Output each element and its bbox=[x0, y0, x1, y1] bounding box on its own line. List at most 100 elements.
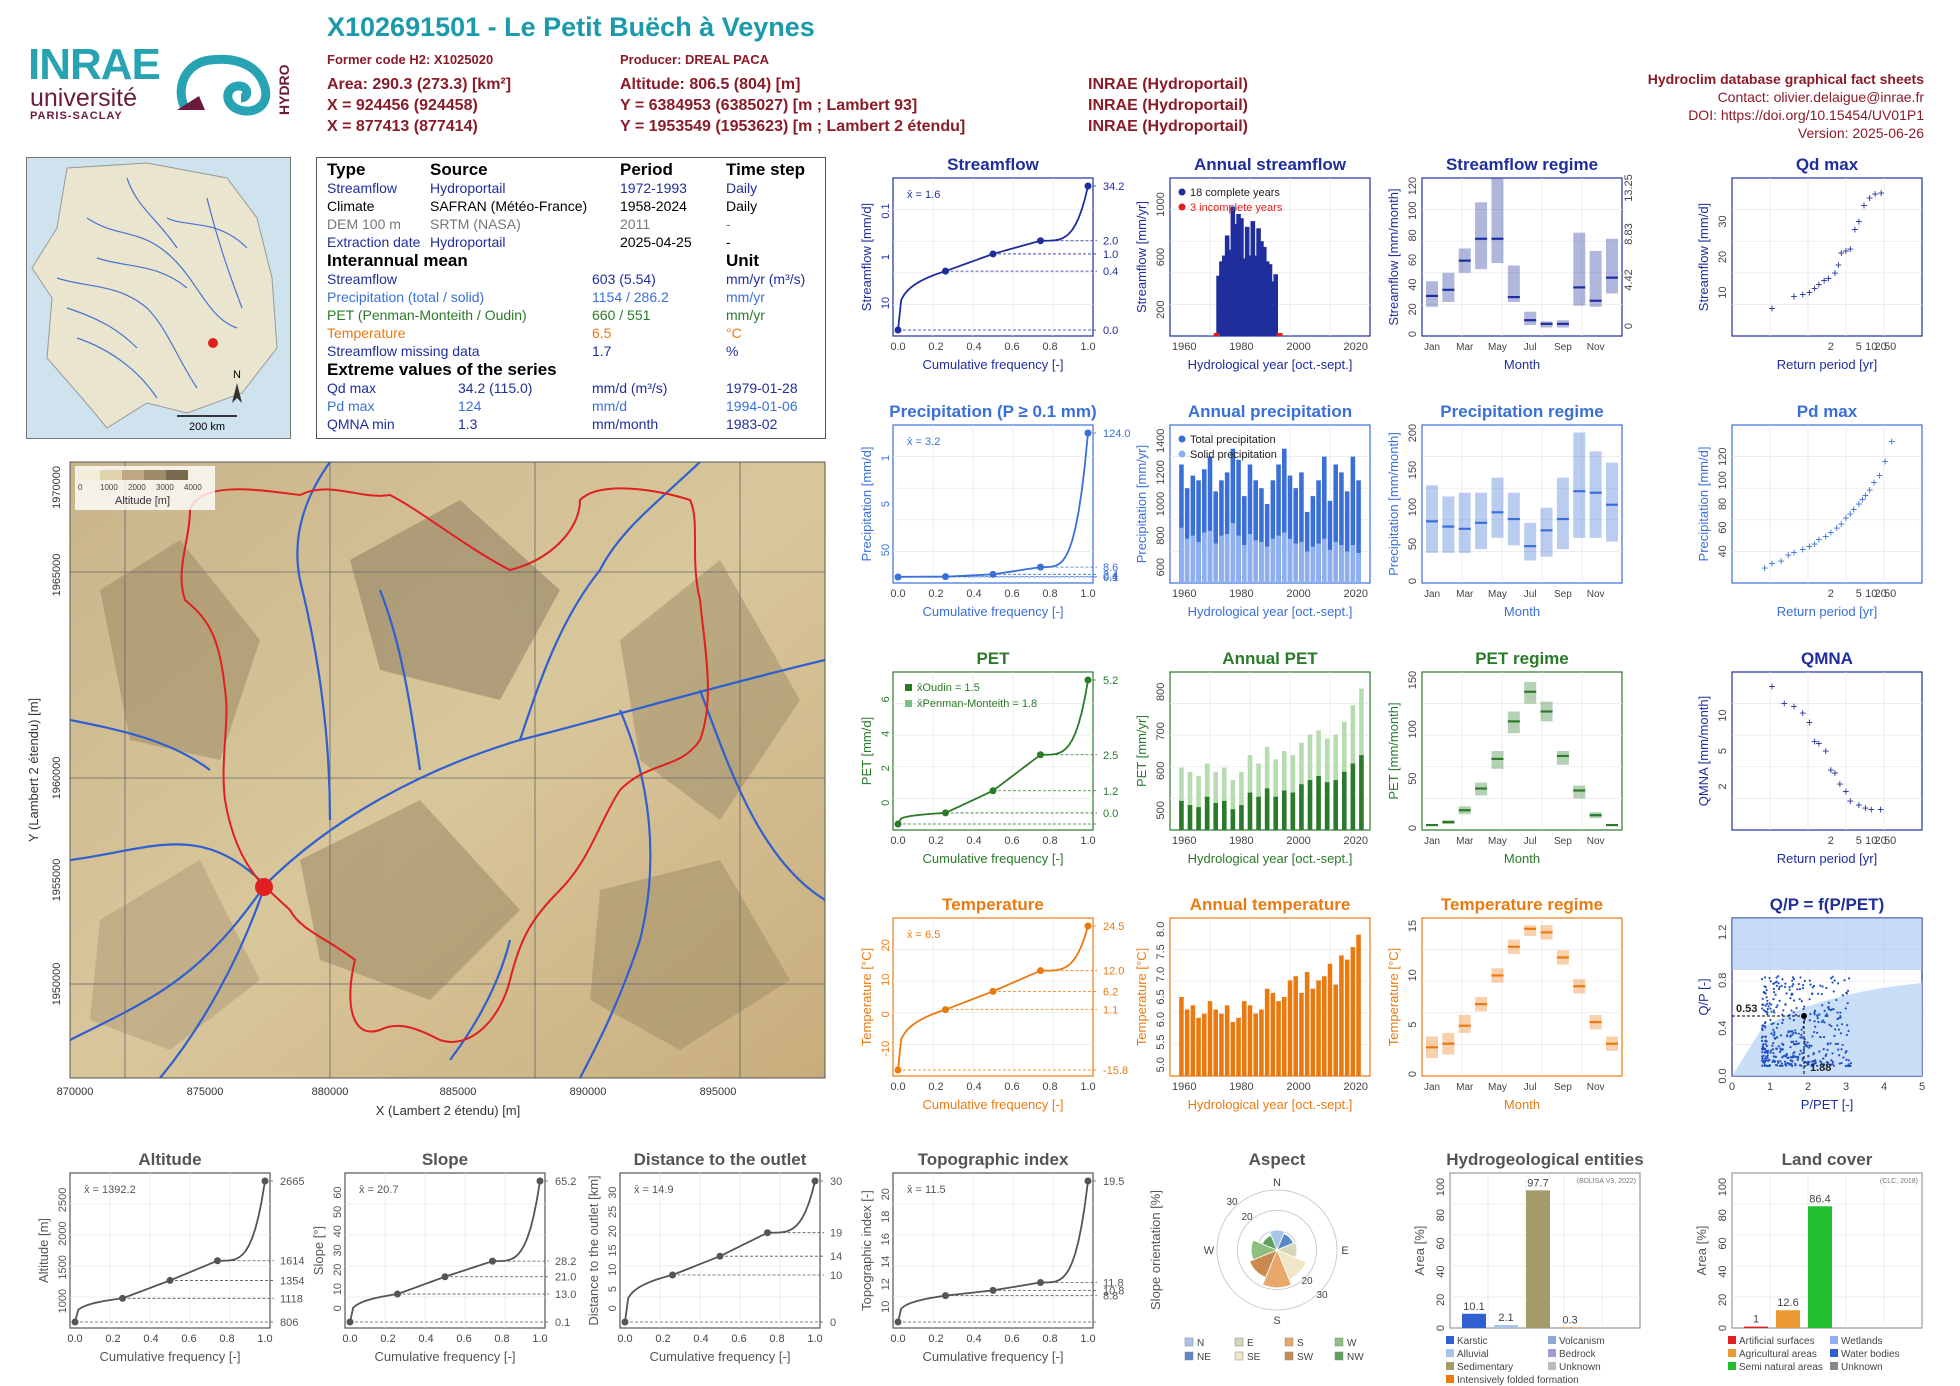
qp-point bbox=[1801, 987, 1805, 990]
mean-label: x̄ = 14.9 bbox=[634, 1184, 673, 1196]
qp-point bbox=[1764, 1035, 1767, 1038]
x-tick: Mar bbox=[1456, 1082, 1474, 1093]
qp-point bbox=[1799, 1049, 1802, 1052]
th-extreme: Extreme values of the series bbox=[327, 360, 557, 379]
qp-point bbox=[1831, 1062, 1834, 1066]
x-tick: 20 bbox=[1874, 835, 1886, 847]
qp-point bbox=[1780, 1062, 1783, 1065]
bar-oudin bbox=[1264, 788, 1270, 830]
bar bbox=[1184, 488, 1190, 583]
qp-point bbox=[1781, 1013, 1784, 1016]
qp-point bbox=[1800, 1028, 1803, 1031]
qp-point bbox=[1775, 976, 1778, 979]
qp-point bbox=[1765, 1044, 1768, 1048]
y-tick: 0 bbox=[332, 1305, 344, 1311]
qp-point bbox=[1795, 1007, 1798, 1010]
bar-solid bbox=[1287, 538, 1293, 583]
bar-solid bbox=[1304, 551, 1310, 583]
y-tick: 5 bbox=[880, 501, 892, 507]
x-tick: Nov bbox=[1587, 836, 1605, 847]
mean-label: x̄ = 1392.2 bbox=[84, 1184, 136, 1196]
chart-pet_regime: PET regime Jan Mar May Jul Sep Nov 0 50 100 150 Mon… bbox=[1386, 649, 1623, 866]
y-tick: 150 bbox=[1407, 671, 1419, 689]
bar bbox=[1253, 255, 1258, 336]
data-point: + bbox=[1827, 525, 1834, 539]
qp-point bbox=[1848, 977, 1851, 980]
x-tick: 1.0 bbox=[1080, 341, 1095, 353]
bar bbox=[1264, 504, 1270, 583]
x-tick: Jan bbox=[1424, 836, 1440, 847]
right-tick: 0.0 bbox=[1103, 808, 1118, 820]
data-point: + bbox=[1822, 744, 1829, 758]
extreme-unit: mm/d (m³/s) bbox=[592, 380, 668, 396]
bar-solid bbox=[1316, 543, 1321, 583]
data-point: + bbox=[1855, 798, 1862, 812]
compass-label: E bbox=[1341, 1245, 1348, 1257]
bar bbox=[1236, 1017, 1241, 1076]
box-iqr bbox=[1507, 265, 1520, 302]
qp-point bbox=[1799, 1036, 1802, 1039]
y-tick: 100 bbox=[1407, 201, 1419, 219]
x-tick: 1980 bbox=[1229, 588, 1253, 600]
data-point: + bbox=[1847, 507, 1854, 521]
qp-point bbox=[1829, 1063, 1832, 1066]
qp-point bbox=[1777, 1045, 1780, 1048]
y-tick: 100 bbox=[1407, 498, 1419, 516]
legend-label: Alluvial bbox=[1457, 1349, 1489, 1360]
qp-point bbox=[1762, 1009, 1765, 1012]
y-tick: 80 bbox=[1717, 1209, 1729, 1221]
qp-point bbox=[1801, 1057, 1805, 1060]
x-axis-label: P/PET [-] bbox=[1801, 1097, 1854, 1112]
map-xtick: 875000 bbox=[187, 1086, 224, 1098]
bar bbox=[1333, 984, 1338, 1076]
box-iqr bbox=[1491, 477, 1504, 538]
qp-point bbox=[1827, 1008, 1831, 1011]
compass-label: S bbox=[1273, 1315, 1280, 1327]
y-tick: 50 bbox=[880, 544, 892, 556]
universite-logo: université bbox=[30, 84, 137, 112]
legend-swatch bbox=[1548, 1362, 1556, 1370]
qp-point bbox=[1763, 1022, 1767, 1025]
bar-solid bbox=[1259, 541, 1264, 583]
bar bbox=[1179, 997, 1184, 1076]
qp-point bbox=[1800, 1036, 1804, 1039]
y-tick: 600 bbox=[1155, 558, 1167, 576]
x-tick: 0.2 bbox=[928, 1081, 943, 1093]
box-iqr bbox=[1606, 462, 1618, 542]
y-tick: 1000 bbox=[57, 1289, 69, 1313]
legend-swatch bbox=[1334, 1337, 1344, 1347]
y-axis-label: QMNA [mm/month] bbox=[1696, 696, 1711, 807]
y-tick: 0 bbox=[1407, 825, 1419, 831]
y-tick: 0 bbox=[607, 1305, 619, 1311]
map-xtick: 885000 bbox=[440, 1086, 477, 1098]
x-axis-label: Hydrological year [oct.-sept.] bbox=[1188, 851, 1353, 866]
bar-oudin bbox=[1239, 805, 1244, 830]
legend-swatch bbox=[1830, 1362, 1838, 1370]
qp-point bbox=[1820, 1020, 1823, 1023]
right-tick: 10.8 bbox=[1103, 1285, 1124, 1297]
y-tick: 1400 bbox=[1155, 429, 1167, 453]
y-tick: 150 bbox=[1407, 461, 1419, 479]
qp-point bbox=[1782, 1043, 1785, 1047]
chart-title: PET regime bbox=[1475, 649, 1569, 668]
legend-label: Wetlands bbox=[1841, 1336, 1883, 1347]
x-axis-label: Month bbox=[1504, 357, 1540, 372]
legend-label: S bbox=[1297, 1338, 1304, 1349]
qp-point bbox=[1780, 984, 1783, 987]
qp-point bbox=[1772, 998, 1775, 1001]
qp-point bbox=[1806, 1063, 1809, 1067]
qp-point bbox=[1769, 1003, 1773, 1006]
data-point: + bbox=[1806, 540, 1813, 554]
qp-point bbox=[1761, 1048, 1764, 1051]
legend-label: Solid precipitation bbox=[1190, 449, 1277, 461]
qp-point bbox=[1816, 1064, 1819, 1067]
chart-title: Slope bbox=[422, 1150, 468, 1169]
bar bbox=[1187, 771, 1193, 830]
qp-point bbox=[1808, 979, 1811, 982]
x-tick: 2000 bbox=[1286, 588, 1310, 600]
y-tick: 20 bbox=[1435, 1294, 1447, 1306]
qp-point bbox=[1798, 988, 1802, 991]
y-tick: 200 bbox=[1407, 424, 1419, 442]
qp-point bbox=[1836, 1042, 1840, 1046]
qp-point bbox=[1810, 992, 1814, 995]
